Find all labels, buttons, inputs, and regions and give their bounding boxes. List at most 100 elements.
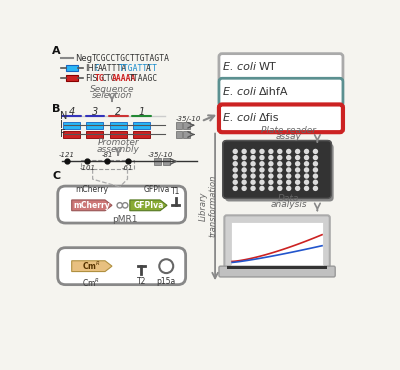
Circle shape	[277, 186, 282, 191]
Circle shape	[277, 167, 282, 172]
Text: C: C	[52, 171, 60, 181]
Circle shape	[313, 179, 318, 185]
Circle shape	[286, 174, 292, 179]
Bar	[176, 122, 182, 129]
Text: C: C	[95, 64, 100, 73]
Text: GFPIva: GFPIva	[133, 201, 164, 210]
Circle shape	[295, 167, 300, 172]
Circle shape	[268, 186, 274, 191]
Text: F: F	[60, 130, 66, 139]
Circle shape	[242, 167, 247, 172]
Circle shape	[277, 161, 282, 166]
FancyBboxPatch shape	[219, 266, 335, 277]
Bar	[227, 266, 328, 269]
Bar	[110, 131, 127, 138]
Circle shape	[242, 179, 247, 185]
Bar	[86, 131, 104, 138]
Bar	[66, 75, 78, 81]
Circle shape	[313, 155, 318, 160]
Text: -81: -81	[102, 152, 113, 158]
Circle shape	[242, 161, 247, 166]
Text: A: A	[146, 64, 150, 73]
Text: E. coli: E. coli	[223, 87, 256, 97]
Bar	[63, 122, 80, 129]
Circle shape	[242, 174, 247, 179]
Text: FIS: FIS	[85, 74, 98, 83]
Circle shape	[232, 186, 238, 191]
Bar	[86, 122, 104, 129]
Text: -35/-10: -35/-10	[176, 116, 201, 122]
Text: Data: Data	[278, 194, 299, 203]
Text: Δfis: Δfis	[258, 113, 279, 123]
Circle shape	[259, 149, 265, 154]
Bar	[176, 131, 182, 138]
Text: TCGCCTGCTTGTAGTA: TCGCCTGCTTGTAGTA	[92, 54, 170, 63]
Circle shape	[268, 174, 274, 179]
Circle shape	[259, 155, 265, 160]
Bar	[133, 131, 150, 138]
FancyBboxPatch shape	[223, 141, 331, 198]
Circle shape	[304, 167, 309, 172]
FancyBboxPatch shape	[223, 141, 331, 198]
Text: N: N	[60, 111, 68, 121]
FancyBboxPatch shape	[58, 248, 186, 285]
Bar	[163, 158, 170, 165]
Circle shape	[295, 179, 300, 185]
Circle shape	[242, 155, 247, 160]
Bar	[231, 222, 323, 265]
FancyBboxPatch shape	[224, 215, 330, 272]
Circle shape	[277, 179, 282, 185]
Circle shape	[232, 155, 238, 160]
Circle shape	[268, 179, 274, 185]
Text: T1: T1	[171, 187, 180, 196]
Text: assay: assay	[276, 132, 302, 141]
Circle shape	[286, 155, 292, 160]
Text: TTGATTTT: TTGATTTT	[118, 64, 158, 73]
Bar	[133, 122, 150, 129]
Bar	[154, 158, 161, 165]
Circle shape	[259, 174, 265, 179]
Circle shape	[250, 167, 256, 172]
Text: Cm$^R$: Cm$^R$	[82, 277, 100, 289]
Circle shape	[250, 179, 256, 185]
Circle shape	[304, 179, 309, 185]
Text: WT: WT	[258, 63, 276, 73]
FancyBboxPatch shape	[219, 104, 343, 132]
Text: Plate reader: Plate reader	[261, 126, 316, 135]
FancyArrow shape	[130, 200, 167, 211]
Text: T2: T2	[137, 277, 146, 286]
Circle shape	[268, 161, 274, 166]
Circle shape	[250, 149, 256, 154]
FancyBboxPatch shape	[225, 144, 334, 202]
Text: 1: 1	[138, 107, 144, 117]
Text: mCherry: mCherry	[74, 201, 110, 210]
Text: A: A	[52, 46, 61, 56]
Circle shape	[268, 149, 274, 154]
Text: Neg: Neg	[76, 54, 92, 63]
Text: pMR1: pMR1	[112, 215, 138, 225]
Circle shape	[250, 186, 256, 191]
Text: B: B	[52, 104, 61, 114]
Circle shape	[286, 149, 292, 154]
Bar	[183, 131, 190, 138]
Text: p15a: p15a	[157, 277, 176, 286]
Circle shape	[313, 174, 318, 179]
Text: E. coli: E. coli	[223, 113, 256, 123]
Circle shape	[268, 155, 274, 160]
Text: TG: TG	[95, 74, 105, 83]
Text: ΔihfA: ΔihfA	[258, 87, 288, 97]
Text: IHF: IHF	[85, 64, 99, 73]
Circle shape	[117, 203, 122, 208]
Circle shape	[286, 161, 292, 166]
Circle shape	[242, 186, 247, 191]
Circle shape	[313, 161, 318, 166]
Circle shape	[250, 174, 256, 179]
FancyBboxPatch shape	[58, 186, 186, 223]
Circle shape	[286, 167, 292, 172]
Circle shape	[232, 161, 238, 166]
Circle shape	[259, 167, 265, 172]
Circle shape	[277, 149, 282, 154]
Circle shape	[277, 174, 282, 179]
Circle shape	[259, 186, 265, 191]
Text: 2: 2	[115, 107, 121, 117]
